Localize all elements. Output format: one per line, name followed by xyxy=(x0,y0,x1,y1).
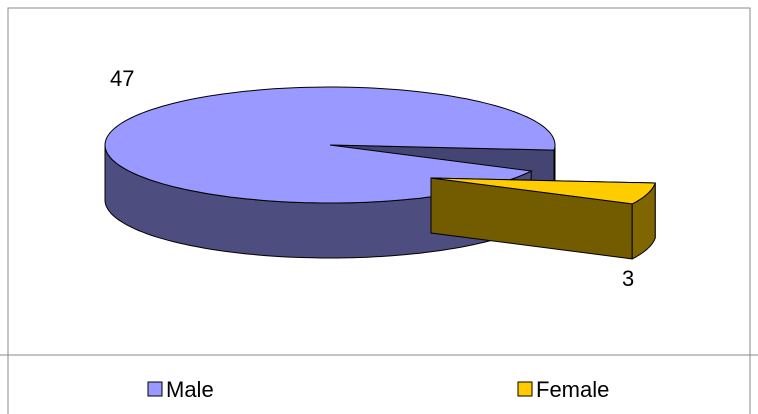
legend-label: Male xyxy=(166,377,214,402)
slice xyxy=(430,177,656,205)
legend-swatch xyxy=(147,381,163,397)
data-label: 47 xyxy=(110,66,134,91)
legend-swatch xyxy=(517,381,533,397)
slice xyxy=(104,86,556,204)
data-label: 3 xyxy=(622,266,634,291)
legend-label: Female xyxy=(536,377,609,402)
